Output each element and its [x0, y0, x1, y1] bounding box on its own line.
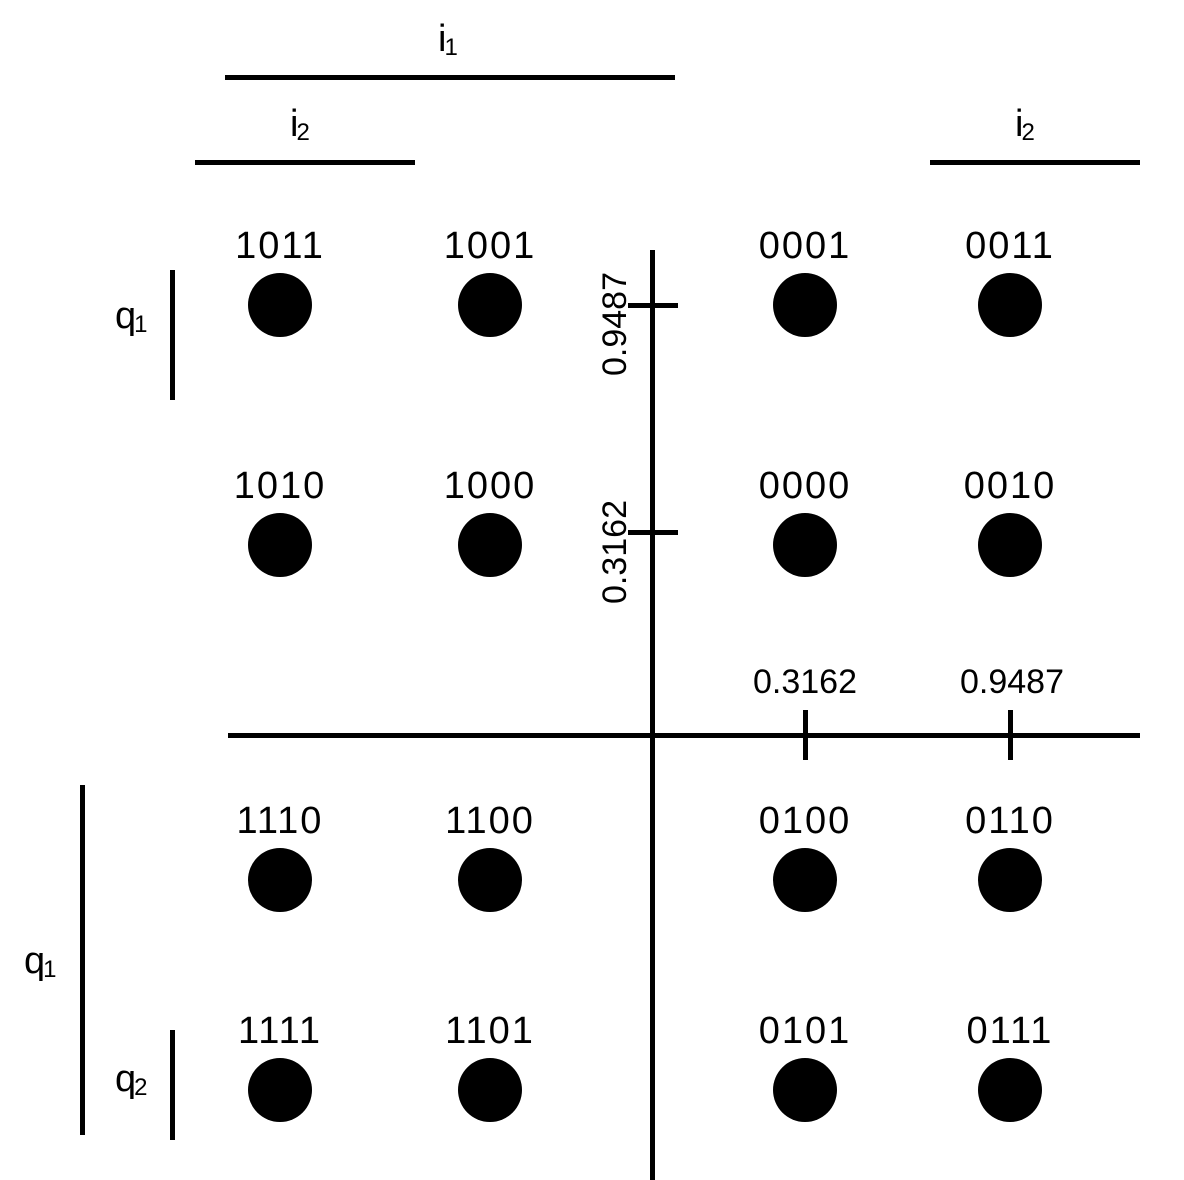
- i1-label: i1: [438, 18, 458, 62]
- code-label: 1010: [234, 465, 327, 508]
- y-tick-upper: [628, 303, 678, 308]
- q1-top-label: q1: [115, 295, 148, 339]
- code-label: 0100: [759, 800, 852, 843]
- q1-bottom-label: q1: [24, 940, 57, 984]
- code-label: 1000: [444, 465, 537, 508]
- constellation-point: [773, 1058, 837, 1122]
- x-tick-inner: [803, 710, 808, 760]
- code-label: 1111: [238, 1010, 322, 1053]
- x-tick-outer: [1008, 710, 1013, 760]
- constellation-point: [248, 1058, 312, 1122]
- i2-right-label: i2: [1015, 103, 1035, 147]
- constellation-point: [978, 848, 1042, 912]
- q1-top-bracket: [170, 270, 175, 400]
- q2-label: q2: [115, 1058, 148, 1102]
- code-label: 0011: [965, 225, 1055, 268]
- constellation-point: [978, 273, 1042, 337]
- constellation-point: [773, 848, 837, 912]
- code-label: 0001: [759, 225, 852, 268]
- code-label: 1001: [444, 225, 537, 268]
- x-value-outer: 0.9487: [960, 663, 1064, 702]
- q2-bracket: [170, 1030, 175, 1140]
- code-label: 0000: [759, 465, 852, 508]
- y-axis: [650, 250, 655, 1180]
- x-value-inner: 0.3162: [753, 663, 857, 702]
- constellation-point: [458, 273, 522, 337]
- constellation-point: [248, 273, 312, 337]
- constellation-point: [248, 848, 312, 912]
- i2-left-bracket: [195, 160, 415, 165]
- constellation-diagram: i1 i2 i2 q1 q1 q2 0.9487 0.3162 0.3162 0…: [0, 0, 1184, 1180]
- constellation-point: [458, 513, 522, 577]
- code-label: 1101: [445, 1010, 535, 1053]
- constellation-point: [773, 513, 837, 577]
- code-label: 0010: [964, 465, 1057, 508]
- constellation-point: [978, 1058, 1042, 1122]
- i1-bracket: [225, 75, 675, 80]
- y-value-upper: 0.9487: [596, 272, 635, 376]
- constellation-point: [773, 273, 837, 337]
- code-label: 0111: [967, 1010, 1054, 1053]
- q1-bottom-bracket: [80, 785, 85, 1135]
- code-label: 1110: [237, 800, 324, 843]
- code-label: 0110: [965, 800, 1055, 843]
- code-label: 1100: [445, 800, 535, 843]
- constellation-point: [248, 513, 312, 577]
- i2-left-label: i2: [290, 103, 310, 147]
- constellation-point: [458, 1058, 522, 1122]
- code-label: 0101: [759, 1010, 852, 1053]
- x-axis: [228, 733, 1140, 738]
- code-label: 1011: [235, 225, 325, 268]
- y-value-lower: 0.3162: [596, 500, 635, 604]
- constellation-point: [458, 848, 522, 912]
- y-tick-lower: [628, 530, 678, 535]
- i2-right-bracket: [930, 160, 1140, 165]
- constellation-point: [978, 513, 1042, 577]
